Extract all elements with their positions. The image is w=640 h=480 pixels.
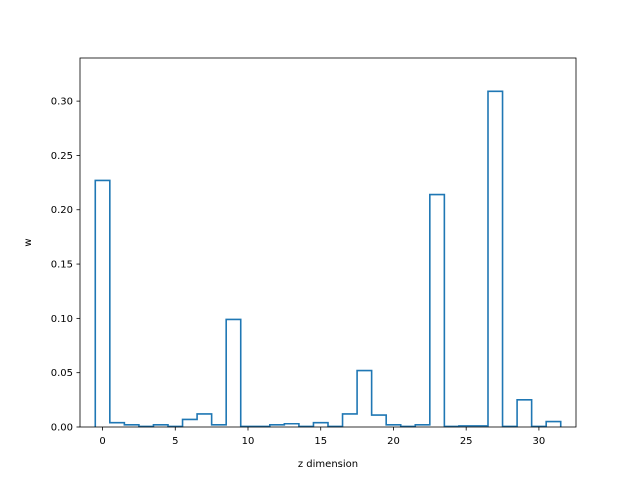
y-axis-ticks: 0.00 0.05 0.10 0.15 0.20 0.25 0.30 — [51, 97, 80, 434]
x-tick-label: 0 — [99, 436, 105, 447]
y-tick-label: 0.05 — [51, 368, 73, 379]
x-tick-label: 15 — [314, 436, 327, 447]
x-tick-label: 30 — [533, 436, 546, 447]
x-tick-label: 20 — [387, 436, 400, 447]
x-tick-label: 5 — [172, 436, 178, 447]
axes-frame — [79, 57, 577, 428]
x-axis-ticks: 0 5 10 15 20 25 30 — [99, 427, 545, 447]
x-tick-label: 10 — [242, 436, 255, 447]
y-axis-label: w — [23, 238, 34, 246]
y-tick-label: 0.10 — [51, 314, 73, 325]
y-tick-label: 0.25 — [51, 151, 73, 162]
x-axis-label: z dimension — [298, 459, 358, 470]
y-tick-label: 0.00 — [51, 423, 73, 434]
y-tick-label: 0.20 — [51, 205, 73, 216]
y-tick-label: 0.30 — [51, 97, 73, 108]
y-tick-label: 0.15 — [51, 260, 73, 271]
step-series-line — [94, 90, 562, 428]
x-tick-label: 25 — [460, 436, 473, 447]
